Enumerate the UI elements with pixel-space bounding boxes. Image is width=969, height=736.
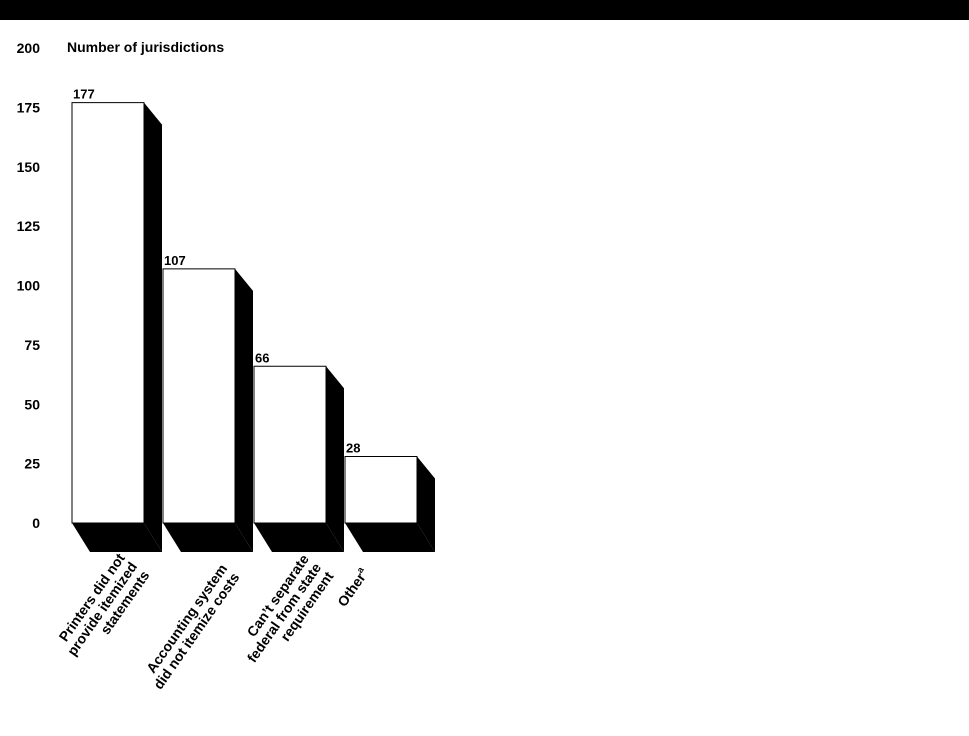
bars: 177 107 66 28 — [71, 87, 435, 552]
y-axis-label: Number of jurisdictions — [67, 39, 224, 55]
bar — [162, 268, 253, 552]
bar-face — [344, 456, 418, 524]
bar-face — [253, 365, 327, 524]
y-tick-label: 50 — [24, 396, 40, 412]
bar-value-label: 107 — [164, 253, 186, 268]
y-tick-label: 150 — [17, 159, 41, 175]
top-band — [0, 0, 969, 20]
y-tick-label: 125 — [17, 218, 41, 234]
category-label-line: Othera — [333, 564, 372, 609]
bar-side — [235, 268, 253, 552]
bar — [71, 102, 162, 552]
bar-value-label: 28 — [346, 441, 360, 456]
bar-value-label: 177 — [73, 87, 95, 102]
bar-face — [71, 102, 145, 524]
bar-side — [144, 102, 162, 552]
bar-side — [417, 456, 435, 552]
y-axis-ticks: 0 25 50 75 100 125 150 175 200 — [17, 40, 41, 531]
y-tick-label: 200 — [17, 40, 41, 56]
y-tick-label: 0 — [32, 515, 40, 531]
category-label-line: did not itemize costs — [150, 569, 243, 692]
bar-side — [326, 366, 344, 552]
y-tick-label: 100 — [17, 278, 41, 294]
bar-value-label: 66 — [255, 350, 269, 365]
y-tick-label: 175 — [17, 99, 41, 115]
bar-floor — [254, 523, 344, 552]
bar — [344, 456, 435, 552]
y-tick-label: 25 — [24, 456, 40, 472]
category-label-text: Other — [334, 569, 369, 609]
y-tick-label: 75 — [24, 337, 40, 353]
bar-floor — [163, 523, 253, 552]
bar-floor — [345, 523, 435, 552]
bar-face — [162, 268, 236, 524]
category-label-line: Accounting system — [143, 561, 230, 676]
footnote-marker: a — [355, 564, 367, 575]
bar-floor — [72, 523, 162, 552]
bar — [253, 365, 344, 552]
category-label: Othera — [333, 564, 372, 609]
